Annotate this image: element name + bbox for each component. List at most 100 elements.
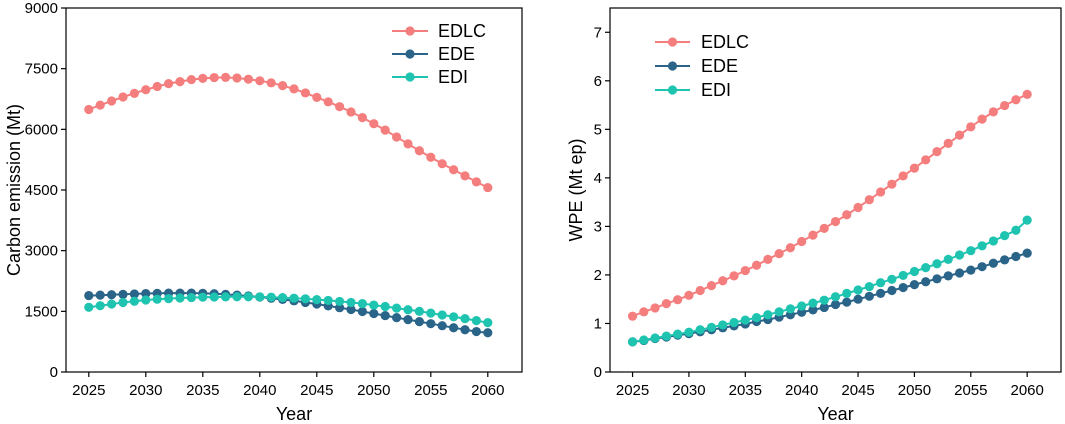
data-point-ede [95,290,105,300]
data-point-edi [107,299,117,309]
data-point-edlc [369,119,379,129]
legend-marker [405,49,415,59]
data-point-edi [864,281,874,292]
data-point-edlc [403,139,413,149]
data-point-edlc [830,216,841,227]
legend-item-edi: EDI [392,67,468,87]
data-point-edi [437,310,447,320]
data-point-edlc [797,236,807,247]
y-axis-title: WPE (Mt ep) [566,138,586,241]
data-point-edlc [243,74,253,84]
chart-panel-1: 2025 2030 2035 2040 2045 2050 2055 2060 0 1500 300… [4,0,523,424]
data-point-ede [346,304,356,315]
x-axis-title: Year [817,404,853,424]
data-point-edlc [164,79,174,89]
x-tick-label: 2030 [129,382,162,399]
data-point-edi [650,333,660,343]
data-point-edi [639,335,649,345]
data-point-edi [392,303,402,313]
data-point-edi [471,316,481,326]
x-tick-label: 2050 [898,382,931,399]
data-point-edlc [729,271,739,281]
y-tick-label: 3000 [25,243,58,260]
data-point-edi [460,314,470,324]
data-point-edi [289,293,299,303]
data-point-edi [414,306,424,316]
data-point-edlc [460,171,470,181]
data-point-edi [977,241,987,251]
data-point-ede [107,290,117,300]
data-point-edi [357,299,367,309]
legend-item-ede: EDE [655,56,738,76]
y-tick-label: 0 [50,364,58,381]
y-tick-label: 0 [594,364,602,381]
data-point-edlc [785,243,796,253]
data-point-ede [414,317,424,327]
data-point-edi [232,292,242,302]
data-point-ede [449,323,459,333]
data-point-edi [740,315,750,325]
y-tick-label: 4 [594,170,602,187]
data-point-edi [966,246,976,256]
data-point-edlc [943,138,953,149]
data-point-edlc [414,146,424,156]
data-point-edi [152,294,162,304]
data-point-edlc [932,147,942,157]
data-point-edi [449,312,459,322]
data-point-edlc [118,92,128,102]
data-point-edlc [673,295,683,305]
data-point-edi [164,293,174,304]
data-point-edi [909,266,920,277]
data-point-ede [898,282,908,293]
data-point-edlc [84,104,94,115]
data-point-edi [774,307,784,317]
legend-label: EDLC [701,32,749,52]
y-tick-label: 7500 [25,61,58,78]
data-point-edlc [323,97,333,107]
data-point-edlc [718,276,728,286]
data-point-edi [278,292,288,303]
series-edi [627,215,1032,347]
x-tick-label: 2040 [243,382,276,399]
data-point-edi [718,320,728,330]
data-point-edi [695,325,705,335]
chart-panel-2: 2025 2030 2035 2040 2045 2050 2055 2060 0 1 2 3 4 5 6 7… [566,7,1062,424]
data-point-edi [266,292,276,302]
data-point-edlc [335,102,345,112]
data-point-edi [175,293,185,303]
data-point-edlc [152,81,162,92]
data-point-edi [84,302,94,312]
data-point-edi [118,297,128,308]
data-point-edlc [1022,89,1032,99]
data-point-edi [369,300,379,310]
data-point-edlc [909,163,920,173]
data-point-edlc [198,73,208,83]
data-point-edlc [966,122,976,132]
x-tick-label: 2055 [414,382,447,399]
data-point-edi [186,292,196,303]
data-point-edlc [921,155,931,165]
data-point-edlc [289,84,299,94]
data-point-edi [323,295,333,306]
data-point-edi [797,301,807,311]
data-point-edlc [380,125,390,135]
data-point-ede [797,307,807,317]
data-point-edi [1011,225,1021,235]
data-point-ede [921,277,931,287]
data-point-edi [932,259,942,269]
data-point-edlc [887,179,897,189]
data-point-edlc [853,202,863,213]
data-point-edi [221,292,231,302]
data-point-edi [853,285,863,295]
x-tick-label: 2055 [954,382,987,399]
data-point-edlc [357,113,367,123]
legend-item-edlc: EDLC [655,32,749,52]
data-point-edi [842,288,852,298]
data-point-ede [369,308,379,319]
y-tick-label: 7 [594,24,602,41]
data-point-edi [243,292,253,302]
y-tick-label: 4500 [25,182,58,199]
data-point-edlc [278,81,288,91]
x-tick-label: 2050 [357,382,390,399]
